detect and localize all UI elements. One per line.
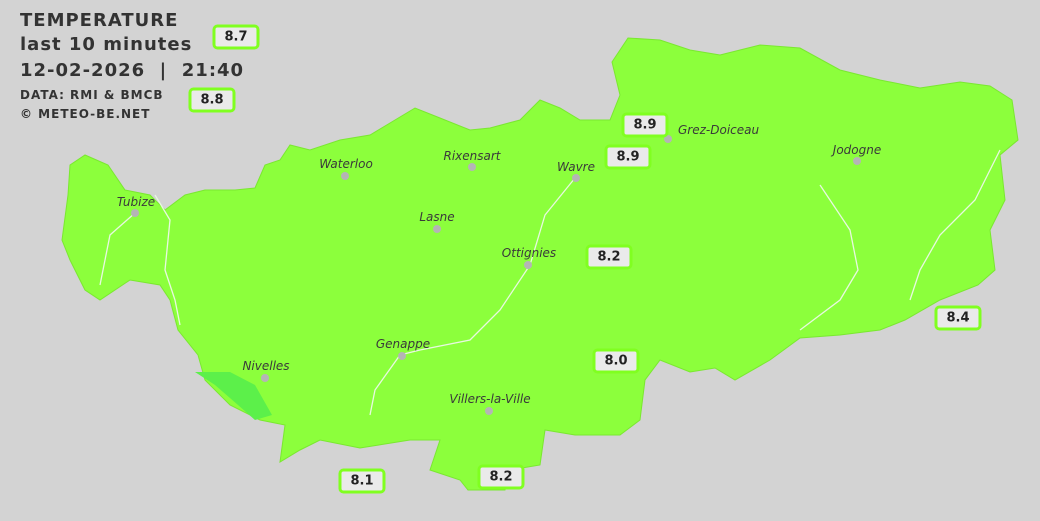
region-shape: [61, 37, 1019, 491]
station-value[interactable]: 8.4: [934, 305, 982, 331]
city-dot: [468, 163, 476, 171]
data-source: DATA: RMI & BMCB: [20, 88, 164, 102]
city-label: Lasne: [419, 210, 455, 224]
city-label: Jodogne: [832, 143, 882, 157]
city-label: Wavre: [557, 160, 595, 174]
city-label: Grez-Doiceau: [678, 123, 760, 137]
city-label: Nivelles: [242, 359, 290, 373]
city-dot: [664, 135, 672, 143]
city-dot: [485, 407, 493, 415]
station-value[interactable]: 8.7: [212, 24, 260, 50]
city-label: Tubize: [116, 195, 156, 209]
map-period: last 10 minutes: [20, 34, 193, 55]
city-label: Villers-la-Ville: [449, 392, 531, 406]
map-title: TEMPERATURE: [20, 10, 179, 31]
city-dot: [398, 352, 406, 360]
city-label: Rixensart: [443, 149, 501, 163]
station-value[interactable]: 8.1: [338, 468, 386, 494]
copyright: © METEO-BE.NET: [20, 107, 151, 121]
station-value[interactable]: 8.2: [585, 244, 633, 270]
map-datetime: 12-02-2026 | 21:40: [20, 60, 245, 81]
city-dot: [131, 209, 139, 217]
city-label: Waterloo: [319, 157, 373, 171]
city-dot: [853, 157, 861, 165]
city-label: Ottignies: [501, 246, 557, 260]
station-value[interactable]: 8.9: [604, 144, 652, 170]
city-dot: [341, 172, 349, 180]
station-value[interactable]: 8.9: [621, 112, 669, 138]
city-dot: [433, 225, 441, 233]
city-dot: [524, 261, 532, 269]
warm-patch: [195, 372, 272, 420]
city-dot: [261, 374, 269, 382]
station-value[interactable]: 8.8: [188, 87, 236, 113]
city-dot: [572, 174, 580, 182]
city-label: Genappe: [375, 337, 431, 351]
station-value[interactable]: 8.0: [592, 348, 640, 374]
station-value[interactable]: 8.2: [477, 464, 525, 490]
rivers: [99, 149, 1001, 416]
